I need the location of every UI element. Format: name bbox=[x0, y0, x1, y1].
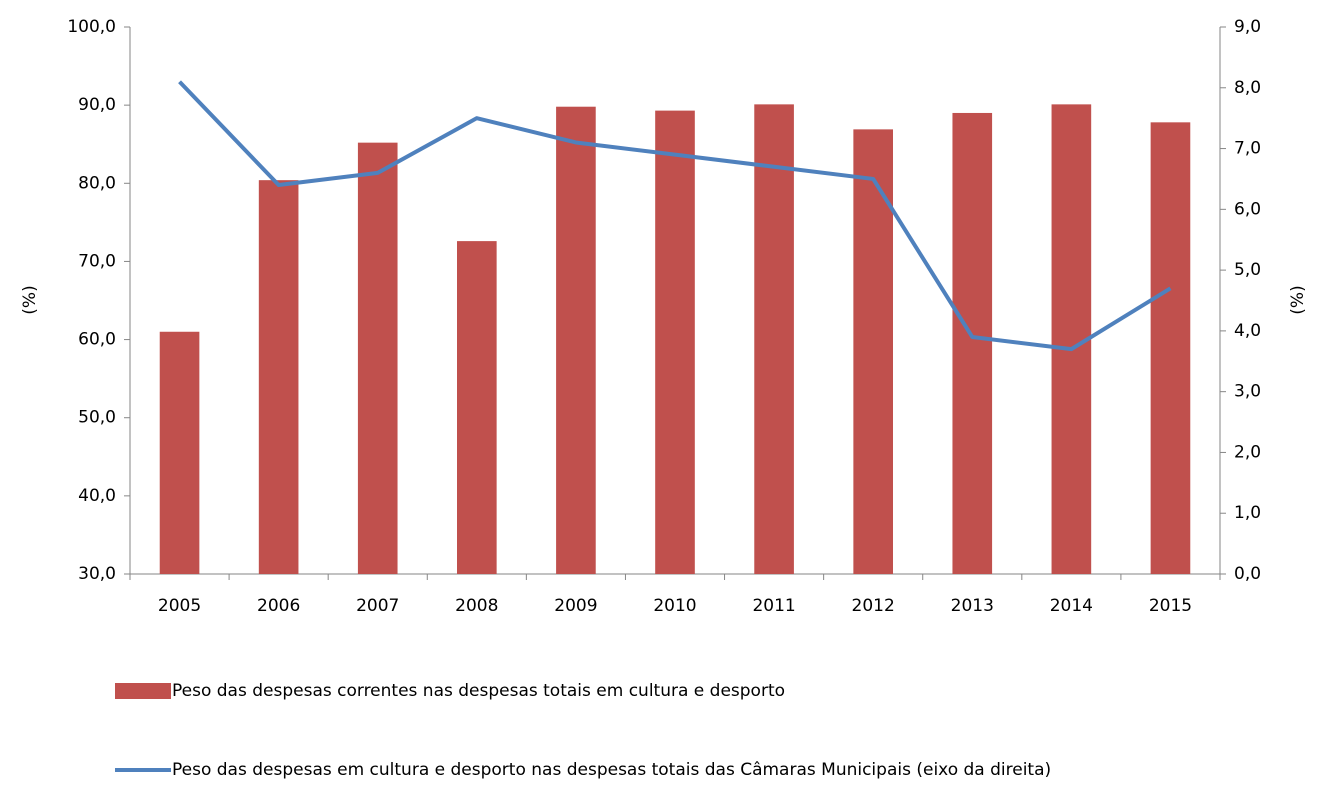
y2-tick-label: 0,0 bbox=[1234, 564, 1261, 584]
x-tick-label: 2006 bbox=[257, 596, 300, 616]
y-tick-label: 50,0 bbox=[78, 408, 116, 428]
y-tick-label: 100,0 bbox=[67, 17, 116, 37]
x-tick-label: 2015 bbox=[1149, 596, 1192, 616]
x-tick-label: 2009 bbox=[554, 596, 597, 616]
bar bbox=[952, 112, 993, 574]
bar bbox=[357, 142, 398, 574]
bar bbox=[754, 104, 794, 575]
x-tick-label: 2011 bbox=[752, 596, 795, 616]
bar bbox=[655, 110, 695, 574]
y2-tick-label: 4,0 bbox=[1234, 321, 1261, 341]
x-tick-label: 2013 bbox=[951, 596, 994, 616]
legend-swatch bbox=[115, 683, 171, 699]
bar bbox=[1150, 122, 1191, 574]
y2-tick-label: 6,0 bbox=[1234, 199, 1261, 219]
y2-axis-label: (%) bbox=[1288, 285, 1308, 314]
x-tick-label: 2008 bbox=[455, 596, 498, 616]
y-tick-label: 60,0 bbox=[78, 330, 116, 350]
y2-tick-label: 1,0 bbox=[1234, 503, 1261, 523]
y2-tick-label: 2,0 bbox=[1234, 442, 1261, 462]
legend-label: Peso das despesas em cultura e desporto … bbox=[172, 760, 1051, 780]
bar bbox=[853, 129, 893, 575]
x-tick-label: 2014 bbox=[1050, 596, 1093, 616]
y-tick-label: 80,0 bbox=[78, 173, 116, 193]
x-tick-label: 2007 bbox=[356, 596, 399, 616]
y2-tick-label: 7,0 bbox=[1234, 139, 1261, 159]
line bbox=[178, 80, 1172, 352]
y2-tick-label: 5,0 bbox=[1234, 260, 1261, 280]
legend-label: Peso das despesas correntes nas despesas… bbox=[172, 681, 785, 701]
x-tick-label: 2005 bbox=[158, 596, 201, 616]
y2-tick-label: 3,0 bbox=[1234, 382, 1261, 402]
bar bbox=[159, 331, 200, 574]
bar bbox=[457, 241, 497, 574]
bar bbox=[556, 106, 596, 574]
y2-tick-label: 8,0 bbox=[1234, 78, 1261, 98]
bar bbox=[258, 180, 299, 574]
y-tick-label: 70,0 bbox=[78, 251, 116, 271]
x-tick-label: 2010 bbox=[653, 596, 696, 616]
y-tick-label: 90,0 bbox=[78, 95, 116, 115]
y-tick-label: 30,0 bbox=[78, 564, 116, 584]
y-tick-label: 40,0 bbox=[78, 486, 116, 506]
x-tick-label: 2012 bbox=[852, 596, 895, 616]
y-axis-label: (%) bbox=[20, 285, 40, 314]
y2-tick-label: 9,0 bbox=[1234, 17, 1261, 37]
